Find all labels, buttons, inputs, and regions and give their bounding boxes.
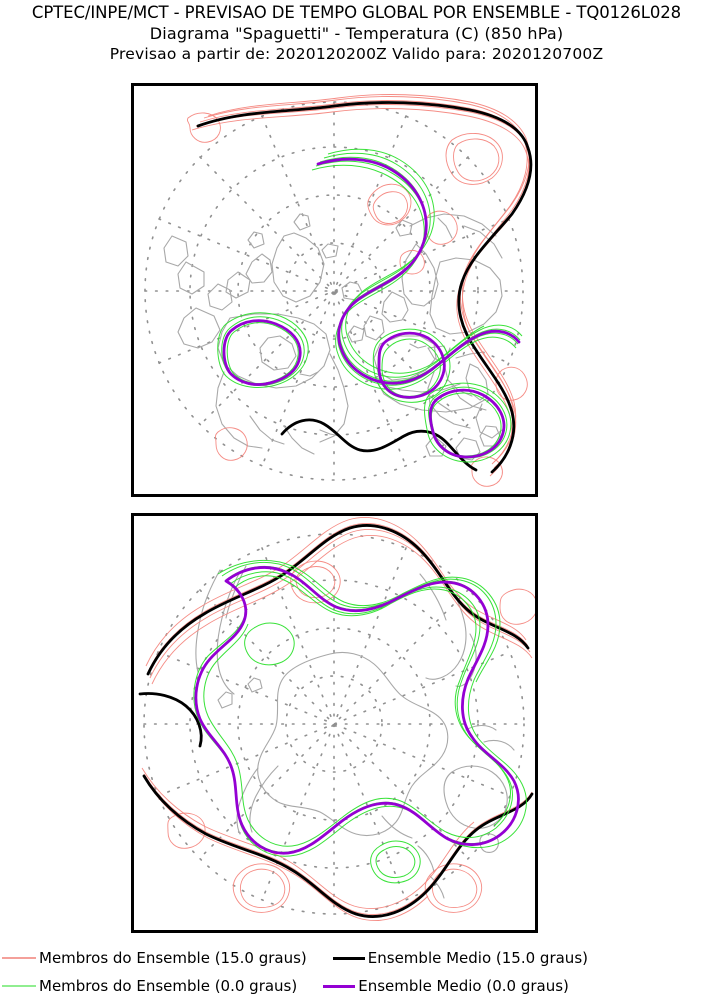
ensemble-members-0c: [217, 148, 523, 463]
legend-entry-members-15c: Membros do Ensemble (15.0 graus): [0, 949, 307, 967]
page-title: CPTEC/INPE/MCT - PREVISAO DE TEMPO GLOBA…: [31, 3, 682, 22]
southern-hemisphere-map: [138, 517, 535, 921]
chart-subtitle: Diagrama "Spaguetti" - Temperatura (C) (…: [149, 24, 564, 43]
legend-entry-mean-0c: Ensemble Medio (0.0 graus): [309, 977, 569, 995]
legend-entry-members-0c: Membros do Ensemble (0.0 graus): [0, 977, 297, 995]
legend-row-0c: Membros do Ensemble (0.0 graus) Ensemble…: [0, 972, 713, 1000]
legend-label-mean-15c: Ensemble Medio (15.0 graus): [367, 949, 588, 967]
legend-row-15c: Membros do Ensemble (15.0 graus) Ensembl…: [0, 944, 713, 972]
graticule-meridians: [144, 101, 524, 481]
legend-swatch-mean-0c-line-icon: [323, 984, 356, 988]
chart-header: CPTEC/INPE/MCT - PREVISAO DE TEMPO GLOBA…: [0, 0, 713, 65]
ensemble-mean-0c: [194, 566, 520, 855]
ensemble-mean-0c: [222, 157, 521, 459]
coastlines: [163, 213, 503, 461]
legend-swatch-mean-15c-line-icon: [332, 956, 365, 960]
northern-hemisphere-map: [144, 94, 533, 487]
map-panel-southern-hemisphere: [131, 513, 538, 933]
ensemble-mean-15c: [196, 101, 533, 474]
ensemble-members-15c: [141, 517, 535, 921]
legend-label-members-0c: Membros do Ensemble (0.0 graus): [39, 977, 298, 995]
legend-label-mean-0c: Ensemble Medio (0.0 graus): [358, 977, 569, 995]
chart-legend: Membros do Ensemble (15.0 graus) Ensembl…: [0, 944, 713, 1001]
legend-entry-mean-15c: Ensemble Medio (15.0 graus): [319, 949, 588, 967]
legend-swatch-members-0c-line-icon: [2, 985, 36, 987]
map-panel-northern-hemisphere: [131, 83, 538, 497]
ensemble-mean-15c: [138, 524, 534, 918]
legend-swatch-members-15c-line-icon: [2, 957, 36, 959]
forecast-time-annotation: Previsao a partir de: 2020120200Z Valido…: [109, 45, 604, 63]
legend-label-members-15c: Membros do Ensemble (15.0 graus): [39, 949, 307, 967]
